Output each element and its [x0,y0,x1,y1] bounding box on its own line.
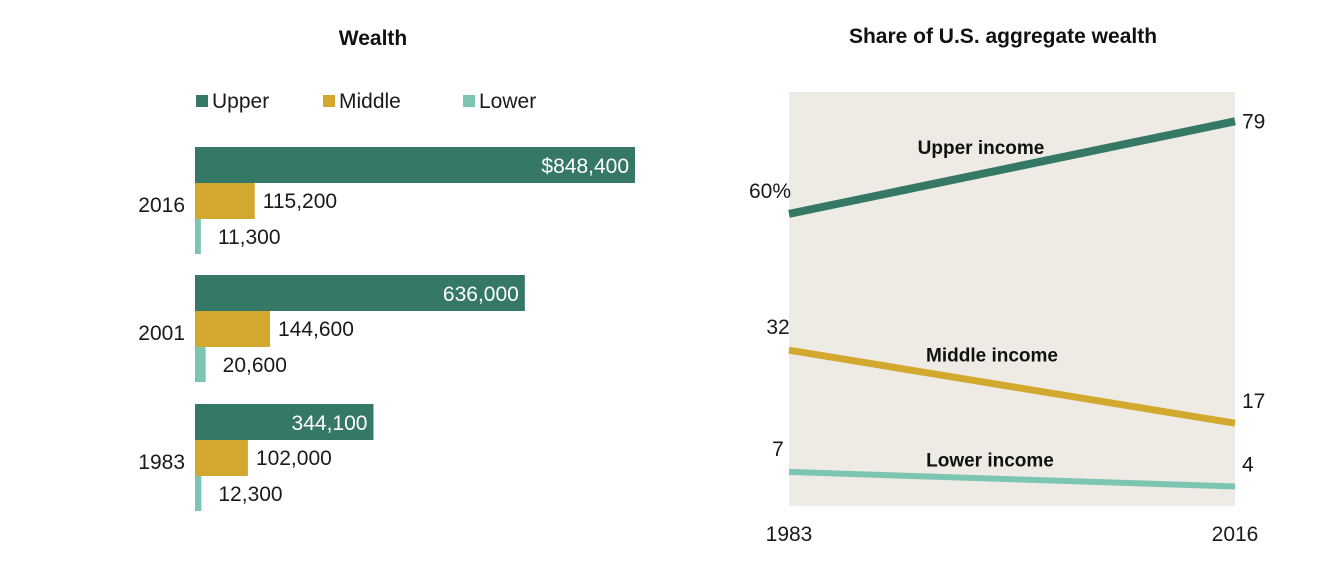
share-lines: Upper income 60% 79 Middle income 32 17 Lower … [749,110,1265,490]
x-tick-label: 2016 [1212,523,1259,546]
legend-swatch-lower [463,95,475,107]
bar-middle-2001 [195,311,270,347]
bar-value-label: 344,100 [292,412,368,435]
data-label-start: 60% [749,180,791,203]
bar-lower-2001 [195,347,206,382]
series-label: Lower income [926,450,1054,471]
data-label-start: 32 [766,316,789,339]
wealth-legend: Upper Middle Lower [196,90,536,113]
bar-value-label: 20,600 [223,354,287,377]
bar-value-label: $848,400 [541,155,629,178]
wealth-chart: Wealth Upper Middle Lower 2016 $848,400 115,… [138,27,635,511]
bar-upper-2016 [195,147,635,183]
bar-value-label: 12,300 [218,483,282,506]
data-label-end: 4 [1242,454,1254,477]
legend-swatch-middle [323,95,335,107]
bar-value-label: 144,600 [278,318,354,341]
line-upper-income [788,117,1236,218]
bar-value-label: 636,000 [443,283,519,306]
wealth-chart-title: Wealth [339,27,407,50]
legend-label-upper: Upper [212,90,269,113]
series-label: Middle income [926,345,1058,366]
bar-middle-2016 [195,183,255,219]
legend-label-middle: Middle [339,90,401,113]
share-chart: Share of U.S. aggregate wealth Upper inc… [749,25,1265,546]
category-label: 1983 [138,451,185,474]
bar-lower-1983 [195,476,202,511]
data-label-end: 17 [1242,390,1265,413]
data-label-end: 79 [1242,110,1265,133]
x-tick-label: 1983 [766,523,813,546]
share-plot-area [789,92,1235,506]
bar-value-label: 102,000 [256,447,332,470]
bar-upper-2001 [195,275,525,311]
bar-value-label: 11,300 [218,226,281,249]
legend-swatch-upper [196,95,208,107]
share-chart-title: Share of U.S. aggregate wealth [849,25,1157,48]
legend-label-lower: Lower [479,90,536,113]
line-middle-income [788,346,1236,427]
category-label: 2016 [138,194,185,217]
bar-lower-2016 [195,219,201,254]
wealth-bars: 2016 $848,400 115,200 11,300 2001 636,000 144,… [138,147,635,511]
bar-upper-1983 [195,404,374,440]
category-label: 2001 [138,322,185,345]
bar-middle-1983 [195,440,248,476]
line-lower-income [788,468,1236,490]
data-label-start: 7 [772,438,784,461]
series-label: Upper income [918,138,1045,159]
bar-value-label: 115,200 [263,190,337,213]
